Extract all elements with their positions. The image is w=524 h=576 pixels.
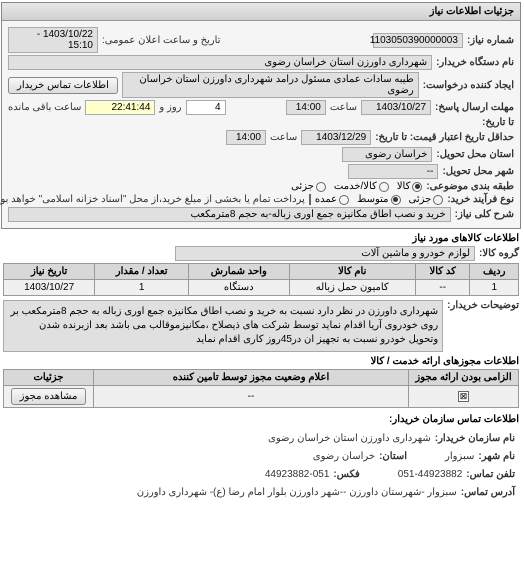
subject-classification-group: کالا کالا/خدمت جزئی <box>292 181 423 192</box>
delivery-city-label: شهر محل تحویل: <box>443 166 515 177</box>
contact-fax-value: 44923882-051 <box>266 467 331 483</box>
cell-row: 1 <box>471 280 520 296</box>
cell-date: 1403/10/27 <box>5 280 96 296</box>
buy-radio-omde[interactable]: عمده <box>316 194 350 205</box>
permit-row: ⊠ -- مشاهده مجوز <box>5 386 520 408</box>
contact-city-value: سبزوار <box>446 449 475 465</box>
permit-required-checkbox: ⊠ <box>459 391 470 402</box>
subject-radio-kala[interactable]: کالا <box>398 181 424 192</box>
validity-date-value: 1403/12/29 <box>302 130 372 145</box>
buyer-contact-button[interactable]: اطلاعات تماس خریدار <box>9 77 119 94</box>
time-label-1: ساعت <box>331 102 358 113</box>
permits-table: الزامی بودن ارائه مجوز اعلام وضعیت مجوز … <box>4 369 520 408</box>
contact-org-value: شهرداری داورزن استان خراسان رضوی <box>269 431 432 447</box>
th-status: اعلام وضعیت مجوز توسط تامین کننده <box>95 370 410 386</box>
publish-date-label: تاریخ و ساعت اعلان عمومی: <box>103 35 222 46</box>
delivery-province-value: خراسان رضوی <box>343 147 433 162</box>
buy-process-label: نوع فرآیند خرید: <box>448 194 515 205</box>
items-table: ردیف کد کالا نام کالا واحد شمارش تعداد /… <box>4 263 520 296</box>
buyer-notes-value: شهرداری داورزن در نظر دارد نسبت به خرید … <box>4 300 444 352</box>
buyer-org-value: شهرداری داورزن استان خراسان رضوی <box>9 55 433 70</box>
buy-radio-jozi[interactable]: جزئی <box>410 194 445 205</box>
deadline-date-value: 1403/10/27 <box>362 100 432 115</box>
remaining-days: 4 <box>187 100 227 115</box>
permits-section: اطلاعات مجوزهای ارائه خدمت / کالا الزامی… <box>4 356 520 408</box>
treasury-checkbox[interactable] <box>310 194 312 205</box>
th-details: جزئیات <box>5 370 95 386</box>
contact-tel-value: 051-44923882 <box>399 467 464 483</box>
cell-code: -- <box>416 280 471 296</box>
cell-name: کامیون حمل زباله <box>290 280 416 296</box>
item-group-value: لوازم خودرو و ماشین آلات <box>176 246 476 261</box>
table-row: 1 -- کامیون حمل زباله دستگاه 1 1403/10/2… <box>5 280 520 296</box>
need-number-value: 1103050390000003 <box>374 33 464 48</box>
th-required: الزامی بودن ارائه مجوز <box>410 370 520 386</box>
subject-radio-joz[interactable]: جزئی <box>292 181 327 192</box>
subject-classification-label: طبقه بندی موضوعی: <box>427 181 515 192</box>
contact-address-value: سبزوار -شهرستان داورزن --شهر داورزن بلوا… <box>138 485 458 501</box>
creator-label: ایجاد کننده درخواست: <box>424 80 515 91</box>
cell-unit: دستگاه <box>190 280 290 296</box>
contact-fax-label: فکس: <box>334 467 360 483</box>
deadline-time-value: 14:00 <box>287 100 327 115</box>
delivery-province-label: استان محل تحویل: <box>437 149 515 160</box>
remaining-time: 22:41:44 <box>86 100 156 115</box>
need-details-panel: جزئیات اطلاعات نیاز شماره نیاز: 11030503… <box>2 2 522 229</box>
contact-address-label: آدرس تماس: <box>462 485 516 501</box>
buy-process-group: جزئی متوسط عمده <box>316 194 445 205</box>
cell-qty: 1 <box>96 280 190 296</box>
contact-city-label: نام شهر: <box>479 449 516 465</box>
buyer-notes-label: توضیحات خریدار: <box>448 300 520 311</box>
day-and-label: روز و <box>160 102 182 113</box>
th-unit: واحد شمارش <box>190 264 290 280</box>
contact-province-label: استان: <box>380 449 408 465</box>
creator-value: طیبه سادات عمادی مسئول درامد شهرداری داو… <box>123 72 420 98</box>
contact-section: اطلاعات تماس سازمان خریدار: نام سازمان خ… <box>4 414 520 505</box>
until-date-label: تا تاریخ: <box>483 117 515 128</box>
items-section: اطلاعات کالاهای مورد نیاز گروه کالا: لوا… <box>4 233 520 352</box>
need-details-header: جزئیات اطلاعات نیاز <box>3 3 521 21</box>
contact-province-value: خراسان رضوی <box>314 449 376 465</box>
permits-table-header: الزامی بودن ارائه مجوز اعلام وضعیت مجوز … <box>5 370 520 386</box>
th-row: ردیف <box>471 264 520 280</box>
th-date: تاریخ نیاز <box>5 264 96 280</box>
view-permit-button[interactable]: مشاهده مجوز <box>12 388 88 405</box>
buyer-org-label: نام دستگاه خریدار: <box>437 57 515 68</box>
subject-radio-kala-khadamat[interactable]: کالا/خدمت <box>335 181 390 192</box>
validity-time-value: 14:00 <box>227 130 267 145</box>
need-description-label: شرح کلی نیاز: <box>456 209 515 220</box>
items-title: اطلاعات کالاهای مورد نیاز <box>4 233 520 244</box>
item-group-label: گروه کالا: <box>480 248 520 259</box>
need-number-label: شماره نیاز: <box>468 35 515 46</box>
contact-title: اطلاعات تماس سازمان خریدار: <box>4 414 520 425</box>
items-table-header: ردیف کد کالا نام کالا واحد شمارش تعداد /… <box>5 264 520 280</box>
permit-status-cell: -- <box>95 386 410 408</box>
permit-details-cell: مشاهده مجوز <box>5 386 95 408</box>
permits-title: اطلاعات مجوزهای ارائه خدمت / کالا <box>4 356 520 367</box>
need-description-value: خرید و نصب اطاق مکانیزه جمع اوری زباله-ب… <box>9 207 452 222</box>
th-code: کد کالا <box>416 264 471 280</box>
treasury-note: پرداخت تمام یا بخشی از مبلغ خرید،از محل … <box>0 194 306 205</box>
buy-radio-motevaset[interactable]: متوسط <box>358 194 401 205</box>
publish-date-value: 1403/10/22 - 15:10 <box>9 27 99 53</box>
delivery-city-value: -- <box>349 164 439 179</box>
contact-tel-label: تلفن تماس: <box>467 467 516 483</box>
permit-required-cell: ⊠ <box>410 386 520 408</box>
contact-org-label: نام سازمان خریدار: <box>436 431 516 447</box>
th-qty: تعداد / مقدار <box>96 264 190 280</box>
time-label-2: ساعت <box>271 132 298 143</box>
validity-label: حداقل تاریخ اعتبار قیمت: تا تاریخ: <box>376 132 515 143</box>
remaining-suffix: ساعت باقی مانده <box>9 102 82 113</box>
th-name: نام کالا <box>290 264 416 280</box>
deadline-label: مهلت ارسال پاسخ: <box>436 102 515 113</box>
